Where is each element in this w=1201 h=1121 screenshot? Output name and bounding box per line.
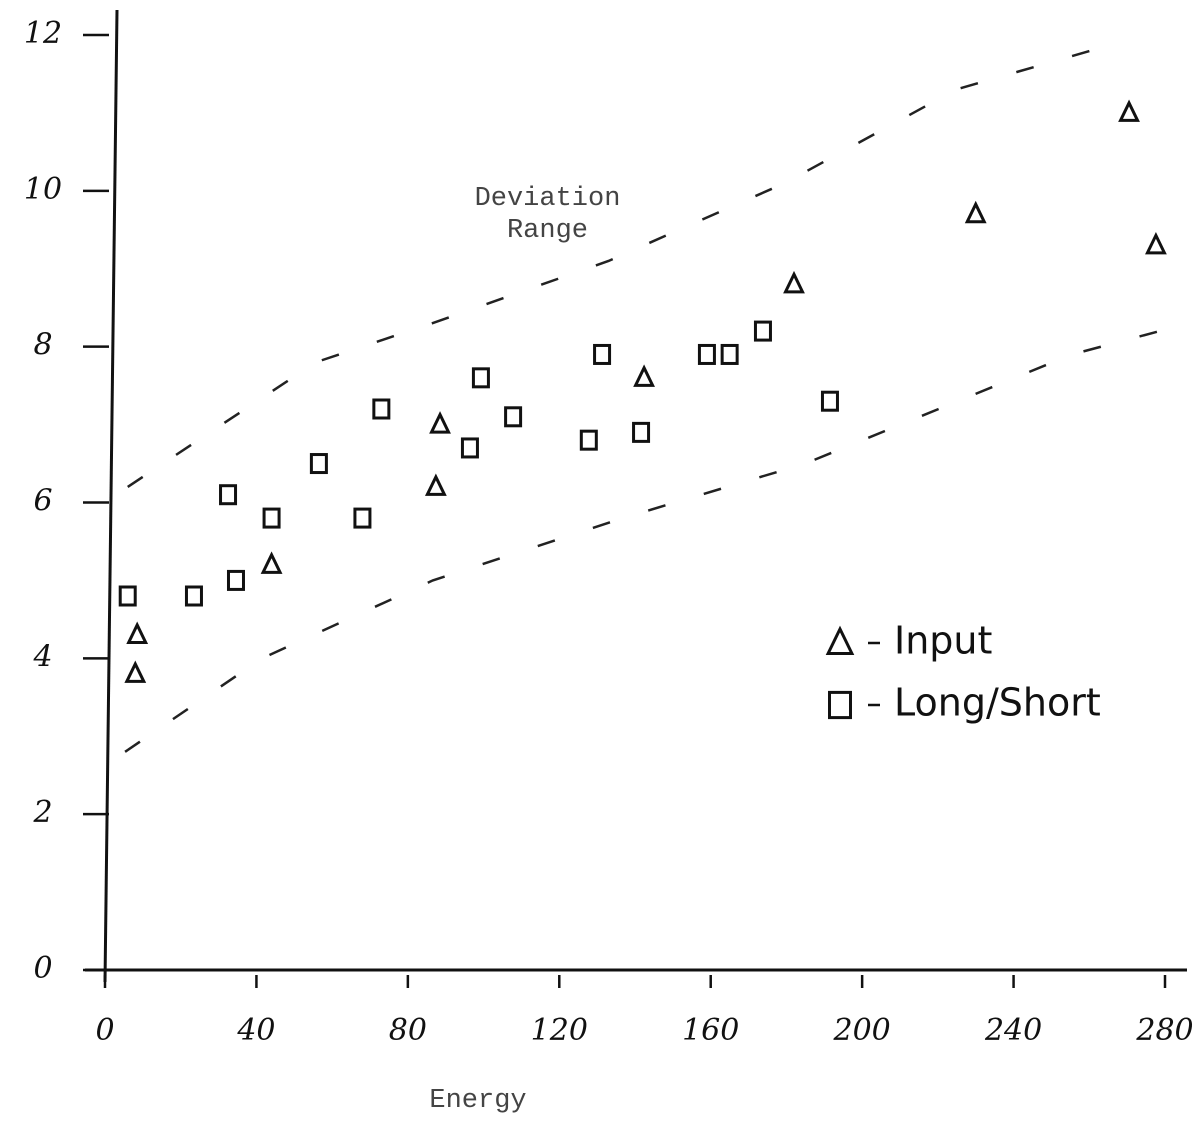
point <box>353 507 372 529</box>
point <box>118 585 137 607</box>
x-tick-label: 200 <box>833 1013 891 1048</box>
point <box>504 406 523 428</box>
x-tick-label: 160 <box>682 1013 739 1048</box>
legend-marker <box>828 690 852 720</box>
point <box>633 364 655 387</box>
point <box>1118 99 1140 122</box>
y-tick-label: 12 <box>24 16 62 51</box>
point <box>753 320 772 342</box>
annotation: Deviation Range <box>474 184 621 246</box>
x-axis-label: Energy <box>429 1086 526 1116</box>
point <box>262 507 281 529</box>
y-tick-label: 0 <box>33 951 52 986</box>
y-tick-label: 10 <box>24 172 62 207</box>
point <box>460 437 479 459</box>
point <box>219 484 238 506</box>
point <box>429 411 451 434</box>
point <box>226 569 245 591</box>
point <box>964 200 987 224</box>
point <box>126 621 149 644</box>
point <box>820 390 839 412</box>
x-tick-label: 120 <box>531 1013 588 1048</box>
point <box>593 343 612 365</box>
point <box>372 398 391 420</box>
x-tick-label: 0 <box>95 1013 114 1048</box>
y-tick-label: 4 <box>32 639 52 674</box>
legend-label: Long/Short <box>894 681 1101 725</box>
point <box>632 421 651 443</box>
x-tick-label: 240 <box>984 1013 1042 1048</box>
x-tick-label: 40 <box>236 1013 275 1048</box>
y-tick-label: 2 <box>32 795 52 830</box>
deviation-line <box>127 41 1119 488</box>
y-tick-label: 6 <box>33 484 52 519</box>
y-tick-label: 8 <box>33 328 52 363</box>
legend-label: Input <box>894 619 992 663</box>
x-tick-label: 80 <box>389 1013 427 1048</box>
point <box>184 585 203 607</box>
point <box>260 551 283 574</box>
point <box>720 343 739 365</box>
point <box>424 473 447 496</box>
point <box>124 660 147 683</box>
point <box>579 429 598 451</box>
legend-marker <box>825 625 855 655</box>
point <box>783 270 805 294</box>
point <box>309 453 328 475</box>
point <box>697 343 716 365</box>
x-tick-label: 280 <box>1135 1013 1193 1048</box>
y-axis <box>103 9 119 983</box>
point <box>1145 231 1167 255</box>
point <box>471 367 490 389</box>
